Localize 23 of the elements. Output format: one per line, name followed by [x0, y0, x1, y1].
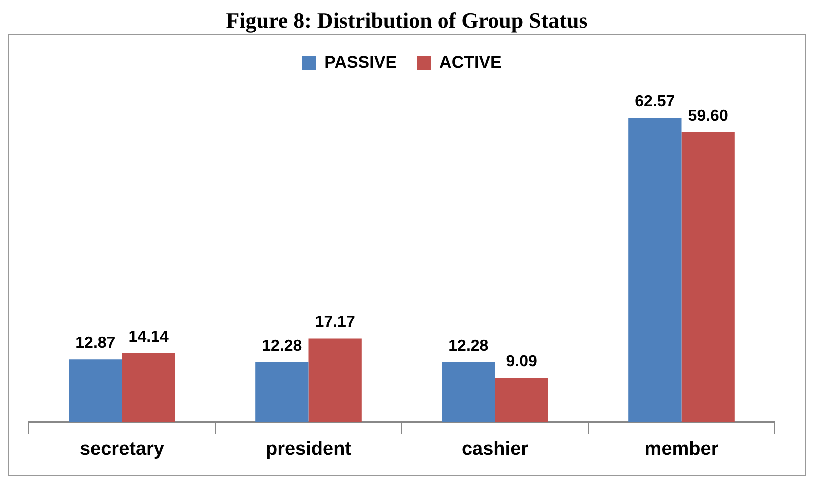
data-label: 17.17 [315, 314, 356, 332]
data-label: 14.14 [128, 328, 169, 346]
bar [628, 118, 682, 422]
data-label: 62.57 [635, 94, 676, 111]
data-label: 59.60 [688, 108, 728, 125]
data-label: 12.28 [448, 338, 489, 355]
chart-title: Figure 8: Distribution of Group Status [225, 8, 589, 34]
legend-label: PASSIVE [324, 53, 398, 72]
data-label: 9.09 [506, 353, 538, 370]
data-label: 12.28 [262, 338, 302, 355]
x-tick-label: cashier [462, 438, 530, 460]
x-tick-label: secretary [80, 438, 165, 460]
legend-label: ACTIVE [440, 53, 502, 72]
bar [69, 360, 122, 422]
bar [682, 132, 735, 422]
bar [256, 362, 309, 422]
data-label: 12.87 [76, 335, 116, 352]
bar [122, 353, 176, 422]
x-tick-label: member [644, 438, 720, 460]
bar [308, 338, 362, 422]
bar [495, 378, 548, 422]
bar [442, 362, 496, 422]
x-tick-label: president [266, 438, 352, 460]
